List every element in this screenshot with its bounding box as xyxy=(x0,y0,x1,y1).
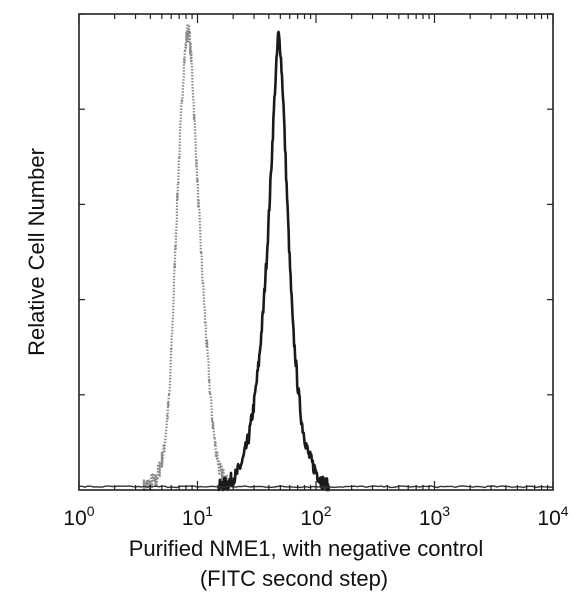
negative-control-trace xyxy=(142,22,229,492)
x-tick-label: 102 xyxy=(300,503,331,530)
x-axis-title-line1: Purified NME1, with negative control xyxy=(129,536,484,561)
x-tick-label: 103 xyxy=(419,503,450,530)
plot-frame xyxy=(78,13,554,491)
x-tick-label: 104 xyxy=(537,503,568,530)
plot-area xyxy=(79,22,554,492)
x-tick-labels: 100 101 102 103 104 xyxy=(63,503,568,530)
axis-ticks xyxy=(78,13,554,490)
x-axis-title-line2: (FITC second step) xyxy=(200,566,388,591)
x-tick-label: 100 xyxy=(63,503,94,530)
y-axis-title: Relative Cell Number xyxy=(24,148,49,356)
x-tick-label: 101 xyxy=(182,503,213,530)
nme1-trace xyxy=(217,30,331,492)
